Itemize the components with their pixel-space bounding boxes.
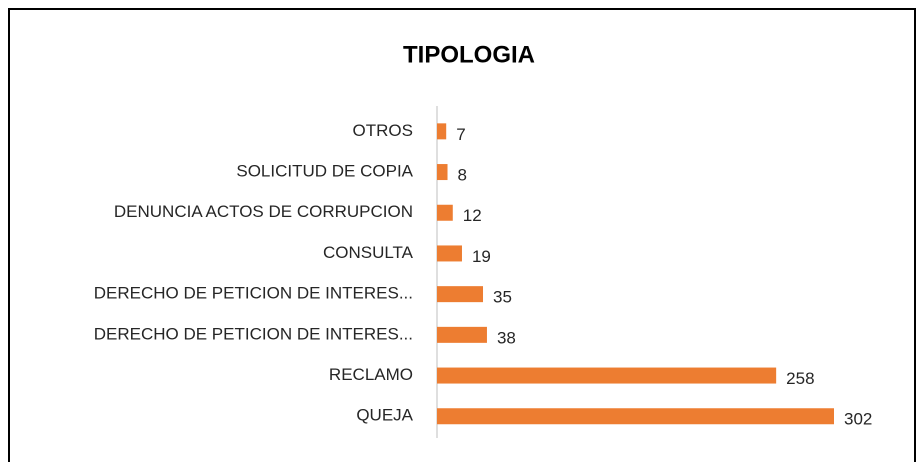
bar: [437, 164, 448, 181]
bar: [437, 204, 453, 221]
data-label: 38: [497, 328, 516, 347]
data-label: 258: [786, 369, 814, 388]
y-tick-label: SOLICITUD DE COPIA: [236, 162, 413, 181]
y-tick-label: QUEJA: [356, 406, 413, 425]
y-tick-label: CONSULTA: [323, 243, 414, 262]
data-label: 7: [456, 125, 465, 144]
y-tick-label: OTROS: [353, 121, 413, 140]
bar: [437, 367, 777, 384]
y-tick-label: RECLAMO: [329, 365, 413, 384]
bar: [437, 408, 834, 425]
y-tick-label: DENUNCIA ACTOS DE CORRUPCION: [114, 202, 413, 221]
bar: [437, 123, 447, 140]
bar: [437, 245, 462, 262]
bar: [437, 286, 484, 303]
y-tick-label: DERECHO DE PETICION DE INTERES...: [94, 284, 413, 303]
chart-border: [8, 8, 916, 462]
data-label: 12: [463, 206, 482, 225]
data-label: 302: [844, 410, 872, 429]
data-label: 35: [493, 288, 512, 307]
data-label: 8: [458, 166, 467, 185]
bar: [437, 326, 487, 343]
chart-title: TIPOLOGIA: [403, 41, 535, 68]
y-tick-label: DERECHO DE PETICION DE INTERES...: [94, 324, 413, 343]
data-label: 19: [472, 247, 491, 266]
